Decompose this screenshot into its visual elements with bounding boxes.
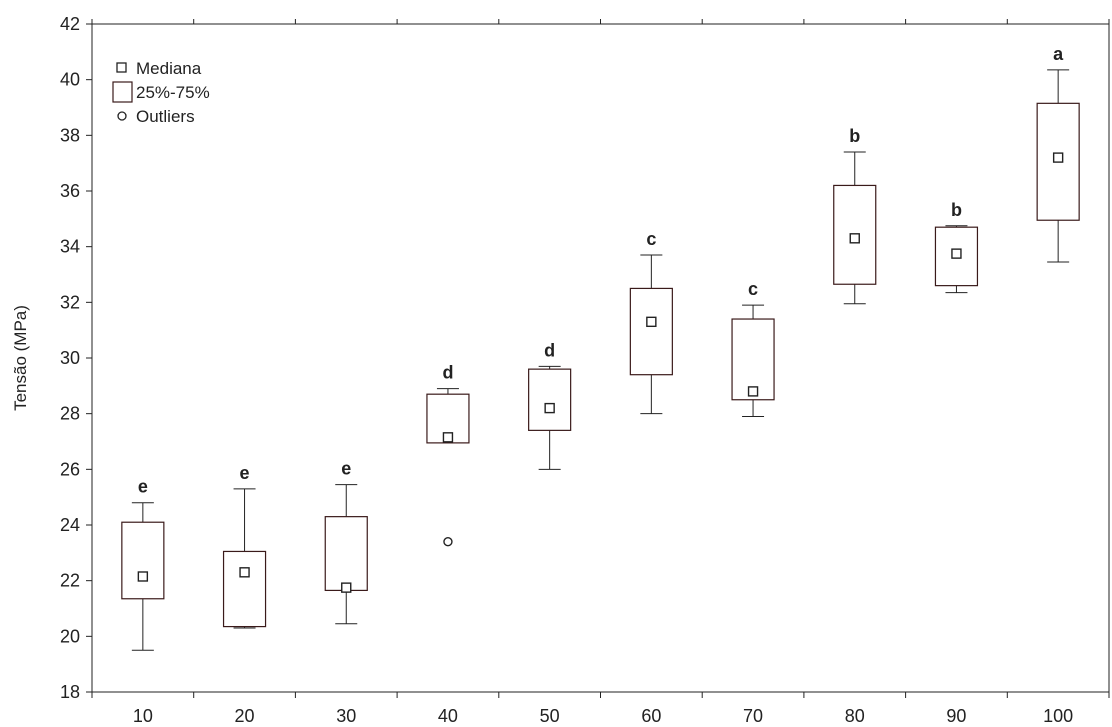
y-tick-label: 42 [60, 14, 80, 34]
box-group-40: d [426, 363, 470, 547]
median-marker [646, 316, 657, 328]
box-group-50: d [528, 340, 572, 470]
x-tick-label: 100 [1043, 706, 1073, 726]
median-marker [442, 432, 454, 443]
y-tick-label: 28 [60, 404, 80, 424]
median-marker [341, 582, 352, 593]
group-letter: c [646, 229, 656, 249]
x-tick-label: 40 [438, 706, 458, 726]
median-marker [747, 386, 759, 397]
box-group-60: c [629, 229, 673, 415]
iqr-box [528, 368, 572, 431]
x-tick-label: 30 [336, 706, 356, 726]
y-axis: 18 20 22 24 26 28 30 32 34 36 38 40 42 [60, 14, 92, 702]
x-tick-label: 90 [946, 706, 966, 726]
box-group-80: b [833, 126, 877, 305]
median-marker [849, 233, 860, 244]
y-tick-label: 22 [60, 571, 80, 591]
y-tick-label: 32 [60, 292, 80, 312]
y-tick-label: 34 [60, 237, 80, 257]
group-letter: e [240, 463, 250, 483]
median-marker [951, 248, 962, 259]
group-letter: d [544, 340, 555, 360]
box-series: e e e d d c c b b a [121, 44, 1080, 651]
box-group-20: e [222, 463, 267, 629]
iqr-box [222, 550, 267, 628]
outlier-marker [443, 537, 453, 547]
group-letter: d [442, 363, 453, 383]
y-tick-label: 36 [60, 181, 80, 201]
group-letter: e [138, 477, 148, 497]
iqr-box [324, 516, 368, 592]
group-letter: a [1053, 44, 1064, 64]
legend: Mediana 25%-75% Outliers [112, 59, 210, 126]
x-tick-label: 60 [641, 706, 661, 726]
x-axis: 10 20 30 40 50 60 70 80 90 100 [91, 19, 1110, 726]
y-tick-label: 20 [60, 626, 80, 646]
legend-median-icon [116, 62, 127, 73]
box-group-90: b [934, 200, 979, 294]
box-group-10: e [121, 477, 165, 651]
x-tick-label: 70 [743, 706, 763, 726]
y-tick-label: 26 [60, 459, 80, 479]
median-marker [239, 567, 250, 578]
legend-box-icon [112, 81, 133, 103]
iqr-box [629, 287, 673, 376]
x-tick-label: 20 [235, 706, 255, 726]
y-tick-label: 24 [60, 515, 80, 535]
y-tick-label: 18 [60, 682, 80, 702]
group-letter: e [341, 459, 351, 479]
x-tick-label: 10 [133, 706, 153, 726]
median-marker [1052, 152, 1064, 163]
iqr-box [121, 521, 165, 600]
group-letter: b [849, 126, 860, 146]
median-marker [137, 571, 149, 582]
x-tick-label: 80 [845, 706, 865, 726]
box-group-30: e [324, 459, 368, 625]
legend-label: Mediana [136, 59, 202, 78]
group-letter: c [748, 279, 758, 299]
legend-label: 25%-75% [136, 83, 210, 102]
y-tick-label: 38 [60, 125, 80, 145]
y-tick-label: 40 [60, 70, 80, 90]
legend-label: Outliers [136, 107, 195, 126]
box-group-100: a [1036, 44, 1080, 263]
group-letter: b [951, 200, 962, 220]
box-group-70: c [731, 279, 775, 417]
y-axis-title: Tensão (MPa) [11, 305, 30, 411]
median-marker [544, 402, 555, 414]
legend-outlier-icon [117, 111, 127, 121]
x-tick-label: 50 [540, 706, 560, 726]
y-tick-label: 30 [60, 348, 80, 368]
